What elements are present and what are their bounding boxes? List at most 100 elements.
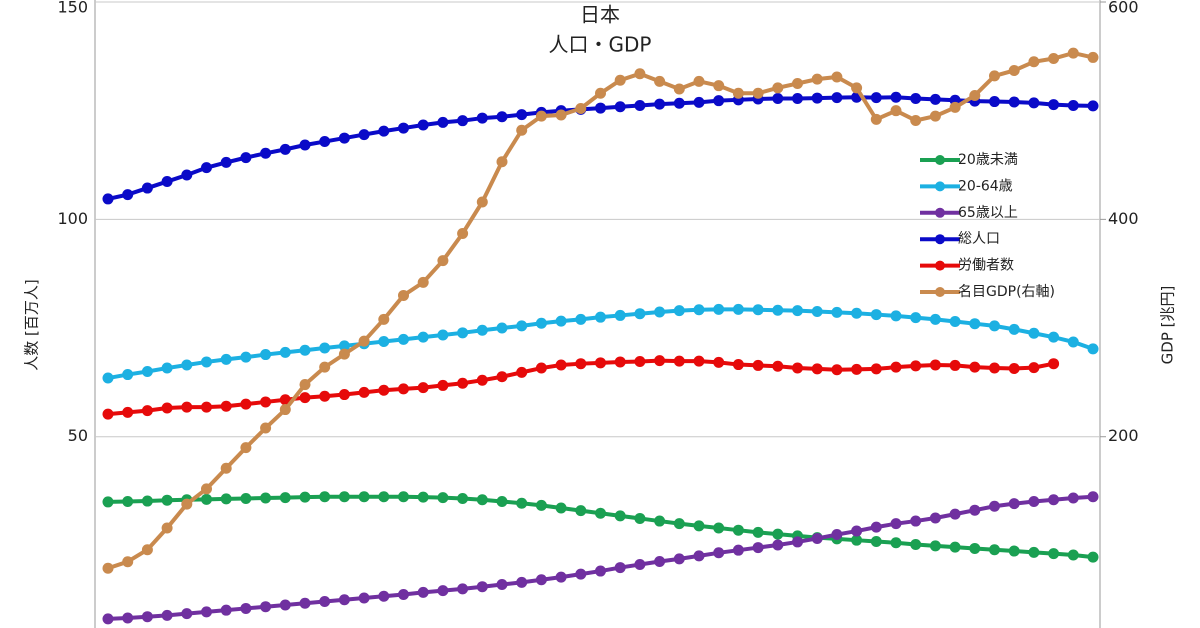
data-point: [141, 544, 153, 556]
data-point: [693, 96, 705, 108]
data-point: [398, 289, 409, 301]
data-point: [1048, 53, 1060, 65]
data-point: [929, 512, 941, 524]
data-point: [240, 398, 252, 410]
data-point: [1048, 494, 1060, 506]
data-point: [220, 493, 232, 505]
data-point: [122, 369, 134, 381]
data-point: [496, 111, 508, 123]
data-point: [910, 114, 922, 126]
data-point: [220, 400, 232, 412]
data-point: [398, 122, 409, 134]
data-point: [338, 491, 350, 503]
data-point: [417, 276, 429, 288]
data-point: [201, 356, 212, 368]
legend-label: 20-64歳: [958, 178, 1013, 194]
data-point: [1028, 495, 1040, 507]
data-point: [831, 92, 843, 104]
data-point: [535, 574, 547, 586]
data-point: [1087, 51, 1099, 63]
data-point: [1087, 343, 1099, 355]
data-point: [535, 362, 547, 374]
data-point: [201, 162, 212, 174]
data-point: [811, 306, 823, 318]
data-point: [929, 93, 941, 105]
data-point: [496, 156, 508, 168]
data-point: [299, 491, 311, 503]
data-point: [279, 404, 291, 416]
data-point: [240, 442, 252, 454]
data-point: [220, 156, 232, 168]
data-point: [338, 594, 350, 606]
y2-tick-label: 600: [1108, 0, 1139, 17]
data-point: [851, 307, 863, 319]
data-point: [989, 500, 1000, 512]
data-point: [890, 91, 902, 103]
data-point: [693, 550, 705, 562]
data-point: [220, 462, 232, 474]
data-point: [752, 526, 764, 538]
data-point: [929, 110, 941, 122]
data-point: [870, 363, 882, 375]
data-point: [516, 366, 528, 378]
data-point: [1028, 362, 1040, 374]
data-point: [240, 351, 252, 363]
data-point: [535, 110, 547, 122]
data-point: [732, 524, 744, 536]
data-point: [654, 355, 666, 367]
data-point: [378, 125, 390, 137]
data-point: [260, 349, 272, 361]
data-point: [299, 597, 311, 609]
data-point: [516, 576, 528, 588]
data-point: [181, 498, 193, 510]
data-point: [713, 356, 725, 368]
data-point: [1008, 545, 1020, 557]
legend-label: 労働者数: [958, 258, 1014, 274]
data-point: [181, 608, 193, 620]
data-point: [870, 535, 882, 547]
data-point: [476, 374, 488, 386]
data-point: [417, 119, 429, 131]
data-point: [929, 313, 941, 325]
data-point: [122, 612, 134, 624]
data-point: [870, 309, 882, 321]
legend-marker: [935, 155, 945, 165]
y-tick-label: 150: [57, 0, 88, 17]
data-point: [575, 505, 587, 517]
data-point: [398, 491, 409, 503]
data-point: [575, 568, 587, 580]
data-point: [634, 308, 646, 320]
data-point: [772, 93, 784, 105]
data-point: [1008, 64, 1020, 76]
data-point: [496, 322, 508, 334]
data-point: [437, 255, 449, 267]
data-point: [989, 544, 1000, 556]
data-point: [555, 315, 567, 327]
data-point: [260, 147, 272, 159]
data-point: [634, 99, 646, 111]
data-point: [338, 132, 350, 144]
data-point: [614, 356, 626, 368]
data-point: [476, 581, 488, 593]
data-point: [654, 555, 666, 567]
data-point: [595, 311, 606, 323]
data-point: [201, 493, 212, 505]
data-point: [161, 522, 173, 534]
data-point: [575, 313, 587, 325]
data-point: [673, 355, 685, 367]
data-point: [181, 401, 193, 413]
data-point: [752, 304, 764, 316]
data-point: [1008, 96, 1020, 108]
data-point: [437, 329, 449, 341]
data-point: [476, 324, 488, 336]
data-point: [693, 355, 705, 367]
data-point: [201, 401, 212, 413]
data-point: [831, 529, 843, 541]
data-point: [141, 495, 153, 507]
data-point: [772, 528, 784, 540]
data-point: [910, 515, 922, 527]
data-point: [752, 87, 764, 99]
data-point: [437, 116, 449, 128]
y-axis-label: 人数 [百万人]: [23, 279, 41, 370]
data-point: [870, 92, 882, 104]
